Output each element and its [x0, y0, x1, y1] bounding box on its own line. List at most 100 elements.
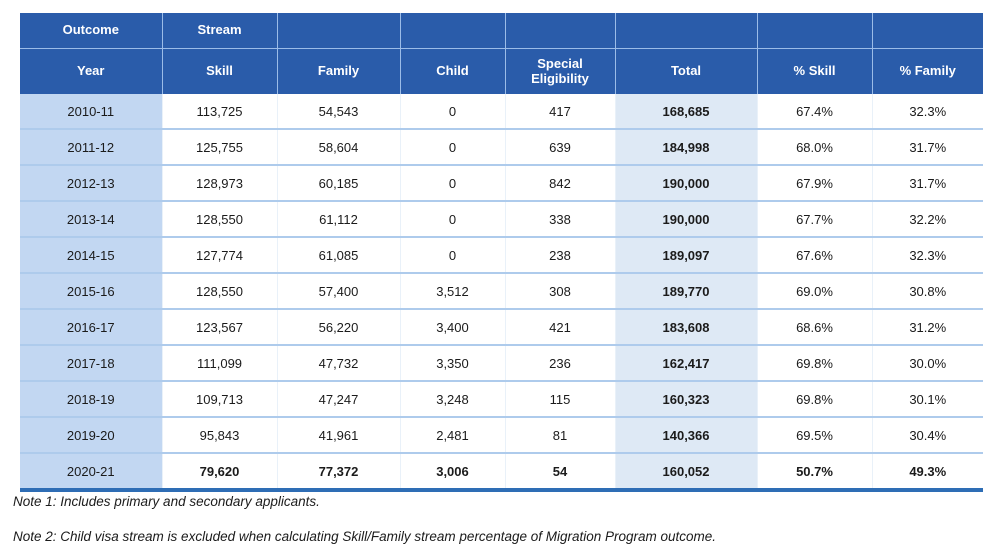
group-header-stream: Stream	[161, 13, 277, 49]
pct-family-cell: 31.7%	[871, 128, 983, 165]
special-eligibility-cell: 842	[504, 164, 615, 201]
group-header-empty	[504, 13, 615, 49]
pct-family-cell: 30.1%	[871, 380, 983, 417]
footnote-1: Note 1: Includes primary and secondary a…	[13, 494, 320, 509]
pct-skill-cell: 68.0%	[756, 128, 872, 165]
total-cell: 168,685	[614, 94, 757, 129]
child-cell: 3,006	[399, 452, 505, 490]
table-row: 2010-11 113,725 54,543 0 417 168,685 67.4% 32.3…	[20, 94, 983, 129]
year-cell: 2020-21	[20, 452, 162, 490]
family-cell: 47,732	[276, 344, 400, 381]
table-row: 2018-19 109,713 47,247 3,248 115 160,323 69.8%…	[20, 380, 983, 417]
family-cell: 61,112	[276, 200, 400, 237]
special-eligibility-cell: 308	[504, 272, 615, 309]
col-header-special-eligibility: Special Eligibility	[504, 48, 615, 94]
family-cell: 60,185	[276, 164, 400, 201]
pct-skill-cell: 69.5%	[756, 416, 872, 453]
skill-cell: 128,973	[161, 164, 277, 201]
total-cell: 160,323	[614, 380, 757, 417]
group-header-empty	[614, 13, 757, 49]
child-cell: 3,400	[399, 308, 505, 345]
skill-cell: 125,755	[161, 128, 277, 165]
table-row: 2019-20 95,843 41,961 2,481 81 140,366 69.5% 30…	[20, 416, 983, 453]
pct-family-cell: 32.3%	[871, 94, 983, 129]
special-eligibility-cell: 417	[504, 94, 615, 129]
table-row: 2013-14 128,550 61,112 0 338 190,000 67.7% 32.2…	[20, 200, 983, 237]
special-eligibility-cell: 238	[504, 236, 615, 273]
total-cell: 160,052	[614, 452, 757, 490]
family-cell: 56,220	[276, 308, 400, 345]
group-header-empty	[871, 13, 983, 49]
total-cell: 190,000	[614, 200, 757, 237]
total-cell: 184,998	[614, 128, 757, 165]
year-cell: 2016-17	[20, 308, 162, 345]
family-cell: 61,085	[276, 236, 400, 273]
family-cell: 47,247	[276, 380, 400, 417]
group-header-outcome: Outcome	[20, 13, 162, 49]
group-header-row: Outcome Stream	[20, 13, 983, 49]
skill-cell: 111,099	[161, 344, 277, 381]
special-eligibility-cell: 639	[504, 128, 615, 165]
total-cell: 183,608	[614, 308, 757, 345]
table-body: 2010-11 113,725 54,543 0 417 168,685 67.4% 32.3…	[20, 94, 983, 490]
family-cell: 77,372	[276, 452, 400, 490]
pct-family-cell: 32.3%	[871, 236, 983, 273]
child-cell: 0	[399, 164, 505, 201]
year-cell: 2011-12	[20, 128, 162, 165]
table-row: 2020-21 79,620 77,372 3,006 54 160,052 50.7% 49…	[20, 452, 983, 490]
migration-program-table: Outcome Stream Year Skill Family Child S…	[20, 13, 983, 492]
total-cell: 189,097	[614, 236, 757, 273]
skill-cell: 123,567	[161, 308, 277, 345]
pct-family-cell: 31.2%	[871, 308, 983, 345]
total-cell: 190,000	[614, 164, 757, 201]
pct-skill-cell: 67.9%	[756, 164, 872, 201]
col-header-year: Year	[20, 48, 162, 94]
table-row: 2014-15 127,774 61,085 0 238 189,097 67.6% 32.3…	[20, 236, 983, 273]
family-cell: 58,604	[276, 128, 400, 165]
pct-family-cell: 30.4%	[871, 416, 983, 453]
child-cell: 0	[399, 236, 505, 273]
child-cell: 3,350	[399, 344, 505, 381]
skill-cell: 95,843	[161, 416, 277, 453]
table-row: 2015-16 128,550 57,400 3,512 308 189,770 69.0%…	[20, 272, 983, 309]
special-eligibility-cell: 115	[504, 380, 615, 417]
family-cell: 41,961	[276, 416, 400, 453]
pct-skill-cell: 69.0%	[756, 272, 872, 309]
pct-skill-cell: 69.8%	[756, 344, 872, 381]
special-eligibility-cell: 236	[504, 344, 615, 381]
pct-family-cell: 32.2%	[871, 200, 983, 237]
pct-family-cell: 31.7%	[871, 164, 983, 201]
pct-skill-cell: 67.6%	[756, 236, 872, 273]
col-header-family: Family	[276, 48, 400, 94]
year-cell: 2019-20	[20, 416, 162, 453]
child-cell: 0	[399, 200, 505, 237]
group-header-empty	[276, 13, 400, 49]
child-cell: 2,481	[399, 416, 505, 453]
year-cell: 2010-11	[20, 94, 162, 129]
column-header-row: Year Skill Family Child Special Eligibil…	[20, 48, 983, 94]
special-eligibility-cell: 338	[504, 200, 615, 237]
pct-family-cell: 49.3%	[871, 452, 983, 490]
child-cell: 0	[399, 128, 505, 165]
skill-cell: 128,550	[161, 272, 277, 309]
year-cell: 2013-14	[20, 200, 162, 237]
skill-cell: 113,725	[161, 94, 277, 129]
skill-cell: 128,550	[161, 200, 277, 237]
skill-cell: 79,620	[161, 452, 277, 490]
year-cell: 2014-15	[20, 236, 162, 273]
pct-skill-cell: 67.7%	[756, 200, 872, 237]
col-header-pct-skill: % Skill	[756, 48, 872, 94]
child-cell: 3,248	[399, 380, 505, 417]
col-header-pct-family: % Family	[871, 48, 983, 94]
total-cell: 189,770	[614, 272, 757, 309]
pct-skill-cell: 67.4%	[756, 94, 872, 129]
table-row: 2011-12 125,755 58,604 0 639 184,998 68.0% 31.7…	[20, 128, 983, 165]
special-eligibility-cell: 421	[504, 308, 615, 345]
year-cell: 2018-19	[20, 380, 162, 417]
year-cell: 2017-18	[20, 344, 162, 381]
table-header: Outcome Stream Year Skill Family Child S…	[20, 13, 983, 94]
group-header-empty	[756, 13, 872, 49]
pct-skill-cell: 68.6%	[756, 308, 872, 345]
table-row: 2012-13 128,973 60,185 0 842 190,000 67.9% 31.7…	[20, 164, 983, 201]
